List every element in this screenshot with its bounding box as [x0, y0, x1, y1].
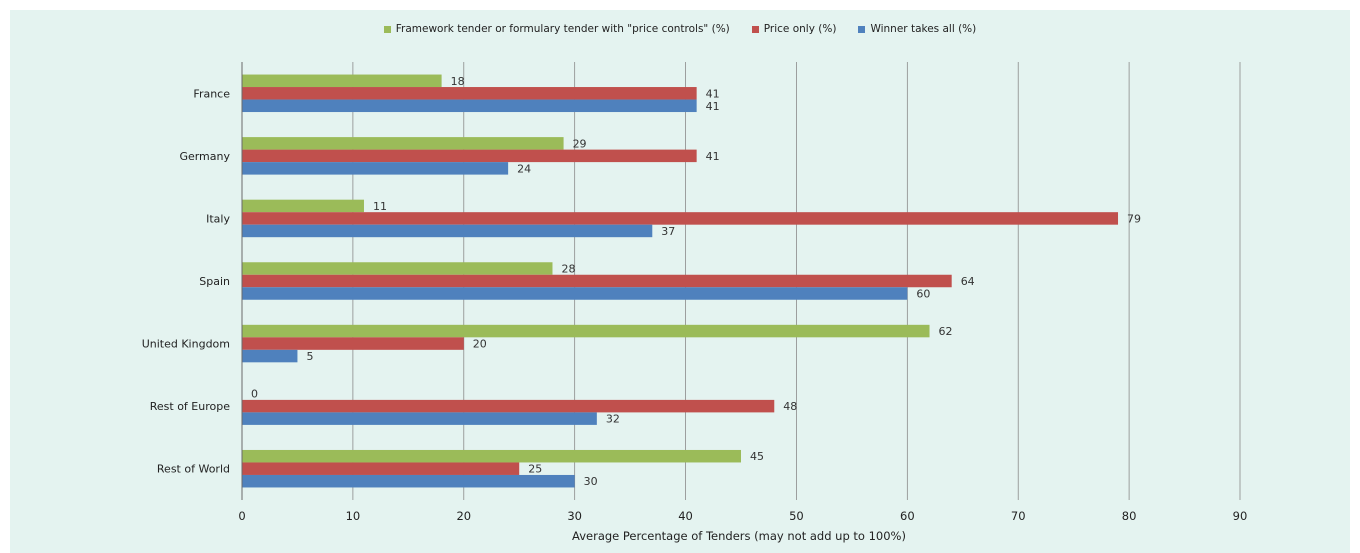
data-label: 60 [916, 288, 930, 301]
bar-price-only [242, 212, 1119, 225]
legend-swatch-price-only [751, 25, 759, 33]
data-label: 11 [373, 200, 387, 213]
bar-price-only [242, 149, 697, 163]
x-tick-label: 70 [1011, 509, 1026, 523]
bar-winner-takes-all [242, 224, 653, 238]
bar-winner-takes-all [242, 287, 908, 300]
y-category-label: Germany [179, 150, 230, 163]
bar-price-only [242, 87, 697, 100]
data-label: 0 [251, 388, 258, 401]
data-label: 48 [783, 400, 797, 413]
data-label: 18 [451, 75, 465, 88]
bar-winner-takes-all [242, 474, 575, 488]
data-label: 79 [1127, 212, 1141, 225]
y-category-label: United Kingdom [142, 338, 230, 351]
y-category-label: France [193, 87, 230, 100]
data-label: 41 [706, 87, 720, 100]
chart-panel: Framework tender or formulary tender wit… [10, 10, 1350, 553]
data-label: 29 [573, 137, 587, 150]
data-label: 28 [561, 263, 575, 276]
bar-winner-takes-all [242, 349, 298, 363]
bar-price-only [242, 337, 464, 350]
x-tick-label: 20 [456, 509, 471, 523]
bar-winner-takes-all [242, 99, 697, 113]
bar-framework [242, 199, 364, 213]
x-tick-label: 50 [789, 509, 804, 523]
x-tick-label: 10 [346, 509, 361, 523]
legend-label-framework: Framework tender or formulary tender wit… [395, 23, 730, 35]
legend-item-price-only: Price only (%) [751, 23, 837, 35]
bar-framework [242, 262, 553, 275]
legend-label-price-only: Price only (%) [763, 23, 837, 35]
data-label: 5 [306, 350, 313, 363]
legend-label-winner-takes-all: Winner takes all (%) [870, 23, 977, 35]
x-axis-title: Average Percentage of Tenders (may not a… [572, 529, 906, 543]
data-label: 30 [584, 475, 598, 488]
y-category-label: Rest of Europe [150, 400, 230, 413]
data-label: 41 [706, 100, 720, 113]
legend-swatch-winner-takes-all [858, 25, 866, 33]
data-label: 25 [528, 463, 542, 476]
bar-price-only [242, 399, 775, 413]
data-label: 24 [517, 162, 531, 175]
data-label: 62 [939, 325, 953, 338]
x-tick-label: 60 [900, 509, 915, 523]
bar-winner-takes-all [242, 412, 597, 425]
data-label: 41 [706, 150, 720, 163]
legend-item-framework: Framework tender or formulary tender wit… [383, 23, 730, 35]
x-tick-label: 90 [1233, 509, 1248, 523]
legend-swatch-framework [383, 25, 391, 33]
bar-framework [242, 324, 930, 338]
y-category-label: Italy [206, 212, 230, 225]
x-tick-label: 30 [567, 509, 582, 523]
data-label: 64 [961, 275, 975, 288]
bar-chart: 0 10 20 30 40 50 60 70 80 90France184141Germany29… [142, 62, 1248, 543]
bar-framework [242, 449, 741, 463]
bar-price-only [242, 274, 952, 288]
legend-item-winner-takes-all: Winner takes all (%) [858, 23, 976, 35]
x-tick-label: 80 [1122, 509, 1137, 523]
bar-price-only [242, 462, 520, 475]
data-label: 20 [473, 338, 487, 351]
data-label: 37 [661, 225, 675, 238]
x-tick-label: 0 [238, 509, 245, 523]
x-tick-label: 40 [678, 509, 693, 523]
y-category-label: Spain [199, 275, 230, 288]
legend: Framework tender or formulary tender wit… [10, 23, 1350, 35]
y-category-label: Rest of World [157, 463, 230, 476]
data-label: 32 [606, 413, 620, 426]
data-label: 45 [750, 450, 764, 463]
bar-framework [242, 74, 442, 88]
bar-winner-takes-all [242, 162, 509, 175]
bar-framework [242, 137, 564, 150]
